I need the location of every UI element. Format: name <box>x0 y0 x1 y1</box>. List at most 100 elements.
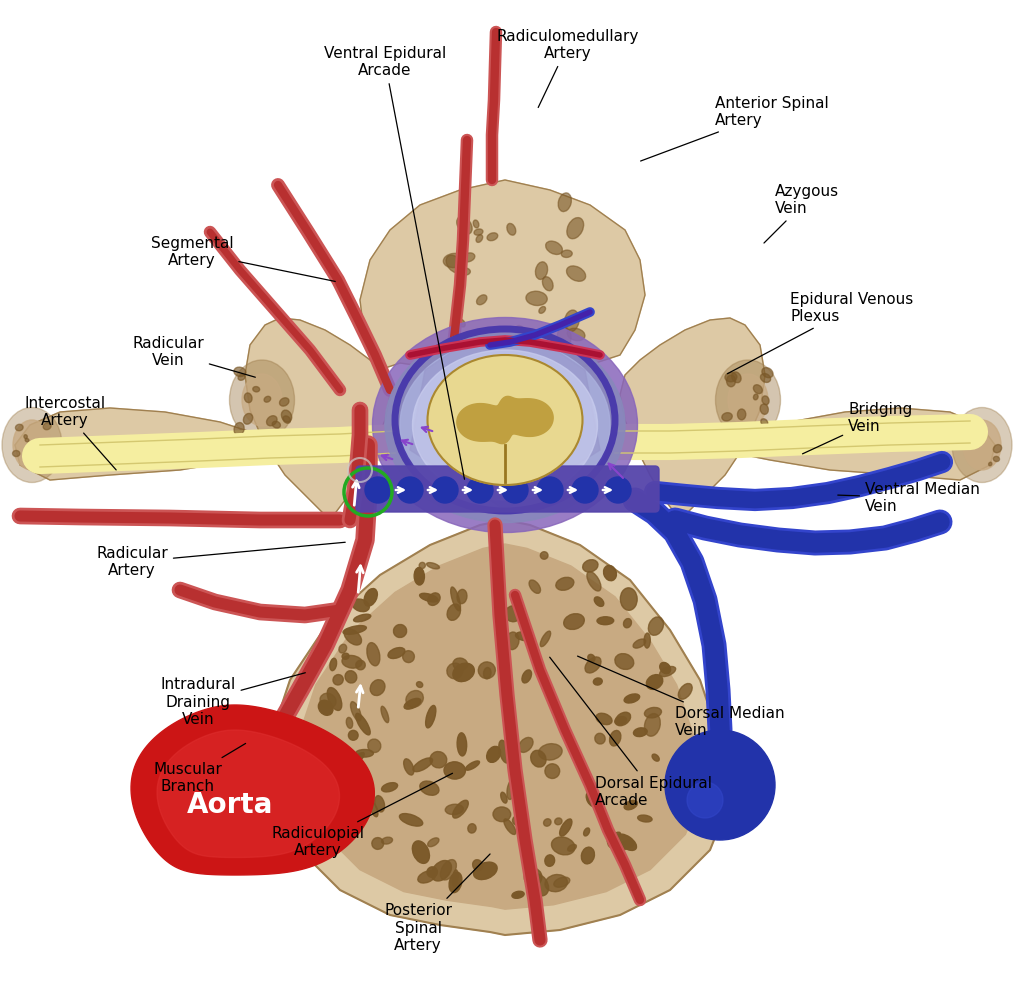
Ellipse shape <box>542 276 553 291</box>
Ellipse shape <box>963 420 1001 470</box>
Ellipse shape <box>515 632 534 641</box>
Ellipse shape <box>596 713 612 725</box>
Ellipse shape <box>546 242 563 254</box>
Ellipse shape <box>344 629 362 645</box>
Ellipse shape <box>609 731 621 746</box>
Ellipse shape <box>272 421 281 428</box>
Ellipse shape <box>530 750 546 767</box>
Ellipse shape <box>762 367 773 378</box>
Ellipse shape <box>381 706 388 723</box>
Ellipse shape <box>243 414 252 424</box>
Ellipse shape <box>477 295 487 305</box>
Ellipse shape <box>474 220 479 228</box>
Ellipse shape <box>252 386 260 392</box>
Ellipse shape <box>400 340 610 510</box>
Ellipse shape <box>556 577 574 590</box>
Ellipse shape <box>474 229 483 236</box>
Ellipse shape <box>728 374 768 426</box>
Ellipse shape <box>406 690 424 707</box>
Ellipse shape <box>528 873 549 896</box>
Circle shape <box>687 782 723 818</box>
Ellipse shape <box>238 374 245 380</box>
Ellipse shape <box>413 758 433 771</box>
Ellipse shape <box>506 632 519 649</box>
Ellipse shape <box>567 266 586 281</box>
Ellipse shape <box>617 841 634 850</box>
Ellipse shape <box>558 327 571 347</box>
Polygon shape <box>298 544 703 909</box>
Ellipse shape <box>614 653 634 669</box>
Ellipse shape <box>518 738 533 752</box>
Circle shape <box>432 477 458 503</box>
Polygon shape <box>360 180 645 374</box>
Ellipse shape <box>320 693 336 708</box>
Ellipse shape <box>229 360 294 440</box>
Ellipse shape <box>535 261 548 279</box>
Ellipse shape <box>586 791 599 807</box>
Ellipse shape <box>725 372 737 382</box>
Ellipse shape <box>242 374 282 426</box>
Polygon shape <box>245 318 390 520</box>
Ellipse shape <box>484 667 491 679</box>
Ellipse shape <box>994 445 1002 452</box>
Ellipse shape <box>446 255 463 273</box>
Ellipse shape <box>624 694 640 703</box>
Ellipse shape <box>560 819 572 837</box>
Ellipse shape <box>370 680 385 696</box>
Circle shape <box>572 477 598 503</box>
Ellipse shape <box>356 660 365 670</box>
Ellipse shape <box>544 819 551 827</box>
Ellipse shape <box>24 435 27 439</box>
Ellipse shape <box>507 779 516 800</box>
Circle shape <box>397 477 423 503</box>
Ellipse shape <box>487 233 498 241</box>
Ellipse shape <box>512 891 524 898</box>
Ellipse shape <box>538 307 546 314</box>
Text: Anterior Spinal
Artery: Anterior Spinal Artery <box>641 96 828 161</box>
Ellipse shape <box>339 644 347 653</box>
Ellipse shape <box>440 859 456 880</box>
Ellipse shape <box>356 749 373 757</box>
Ellipse shape <box>385 328 625 523</box>
Ellipse shape <box>456 217 473 234</box>
Ellipse shape <box>462 252 475 262</box>
Ellipse shape <box>732 372 741 383</box>
Ellipse shape <box>967 430 974 437</box>
Ellipse shape <box>44 423 51 430</box>
Ellipse shape <box>545 874 568 892</box>
Text: Ventral Median
Vein: Ventral Median Vein <box>838 482 980 514</box>
Ellipse shape <box>25 439 29 442</box>
Ellipse shape <box>447 663 462 679</box>
Ellipse shape <box>972 422 977 429</box>
Text: Radiculomedullary
Artery: Radiculomedullary Artery <box>497 29 639 108</box>
Circle shape <box>605 477 631 503</box>
Ellipse shape <box>511 745 517 751</box>
Ellipse shape <box>426 706 436 728</box>
Ellipse shape <box>499 741 510 763</box>
Ellipse shape <box>457 733 466 756</box>
Ellipse shape <box>526 291 548 306</box>
Text: Intradural
Draining
Vein: Intradural Draining Vein <box>160 673 305 727</box>
Polygon shape <box>457 396 554 444</box>
Ellipse shape <box>678 683 693 699</box>
Ellipse shape <box>343 626 366 635</box>
Ellipse shape <box>417 682 423 687</box>
Ellipse shape <box>615 712 631 726</box>
Text: Muscular
Branch: Muscular Branch <box>153 743 245 794</box>
Ellipse shape <box>552 837 575 855</box>
Text: Dorsal Median
Vein: Dorsal Median Vein <box>578 656 785 739</box>
Ellipse shape <box>427 562 439 569</box>
Ellipse shape <box>457 589 467 604</box>
Ellipse shape <box>453 663 475 681</box>
Text: Radicular
Vein: Radicular Vein <box>132 336 256 377</box>
Ellipse shape <box>512 816 523 826</box>
Ellipse shape <box>638 815 652 822</box>
Ellipse shape <box>450 587 460 611</box>
Ellipse shape <box>2 408 62 482</box>
Ellipse shape <box>529 580 540 593</box>
Ellipse shape <box>393 625 407 638</box>
Ellipse shape <box>420 593 438 602</box>
Text: Radicular
Artery: Radicular Artery <box>96 543 345 578</box>
Text: Radiculopial
Artery: Radiculopial Artery <box>272 773 452 858</box>
Ellipse shape <box>479 662 496 678</box>
